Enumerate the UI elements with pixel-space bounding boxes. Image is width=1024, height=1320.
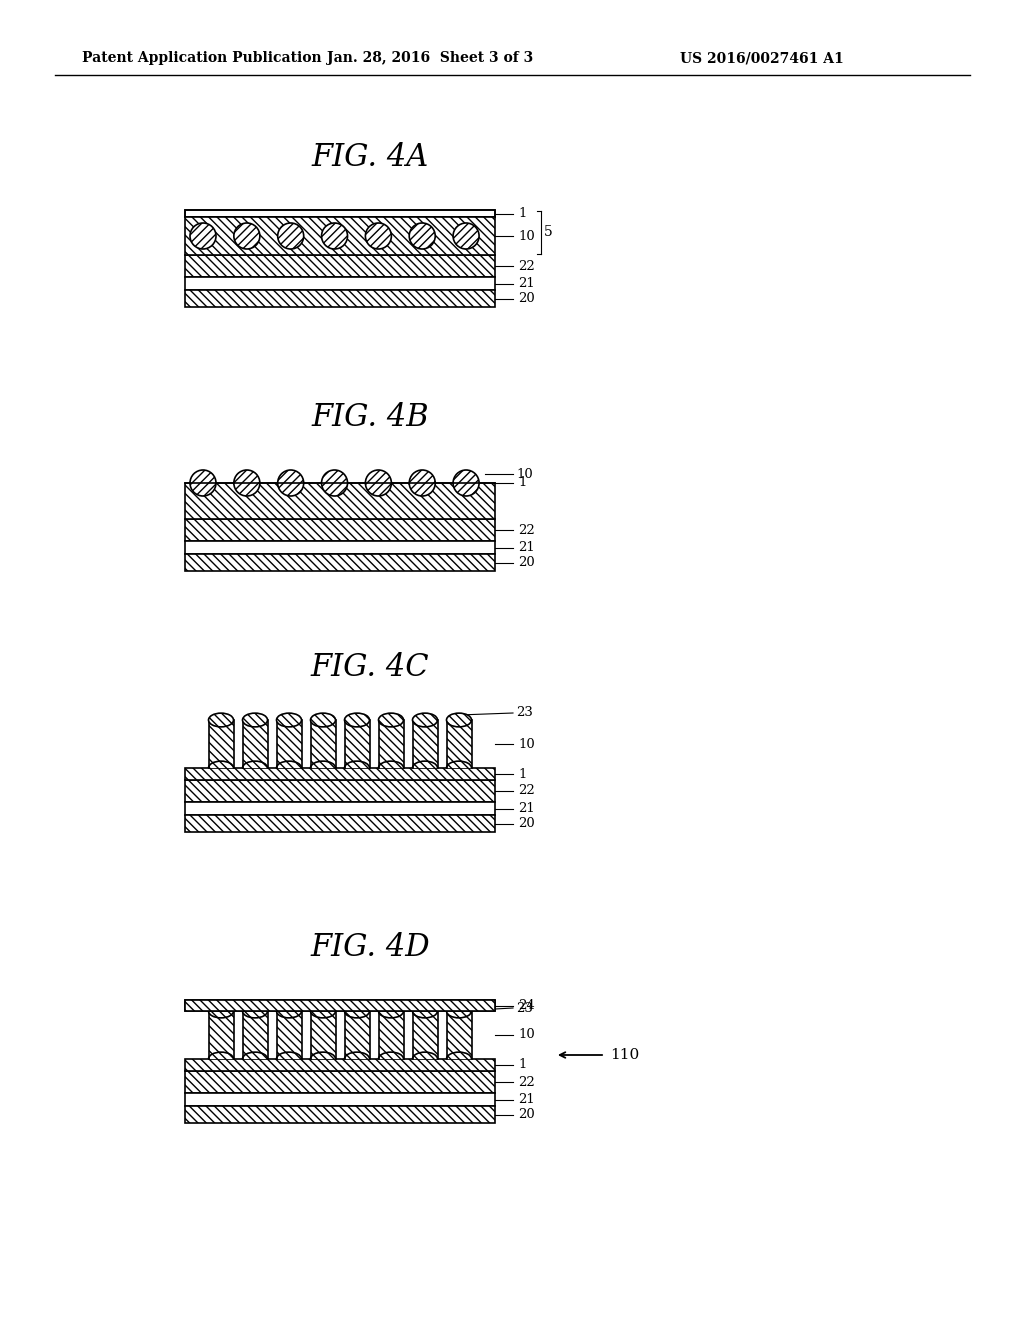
Text: 22: 22 xyxy=(518,1076,535,1089)
Text: 24: 24 xyxy=(518,999,535,1012)
Text: 10: 10 xyxy=(518,230,535,243)
Circle shape xyxy=(278,470,304,496)
Bar xyxy=(243,719,267,768)
Bar xyxy=(185,1001,495,1011)
Circle shape xyxy=(233,223,260,249)
Bar xyxy=(185,210,495,216)
Bar xyxy=(185,483,495,519)
Ellipse shape xyxy=(344,1005,370,1018)
Text: 20: 20 xyxy=(518,1107,535,1121)
Text: 10: 10 xyxy=(518,1028,535,1041)
Bar xyxy=(209,719,233,768)
Circle shape xyxy=(410,223,435,249)
Bar xyxy=(185,277,495,290)
Circle shape xyxy=(190,470,216,496)
Text: 10: 10 xyxy=(516,467,532,480)
Ellipse shape xyxy=(379,713,403,727)
Text: 22: 22 xyxy=(518,260,535,272)
Ellipse shape xyxy=(243,713,267,727)
Ellipse shape xyxy=(276,1005,301,1018)
Circle shape xyxy=(410,470,435,496)
Bar xyxy=(185,1093,495,1106)
Bar xyxy=(209,1011,233,1059)
Text: FIG. 4A: FIG. 4A xyxy=(311,143,429,173)
Text: 22: 22 xyxy=(518,784,535,797)
Ellipse shape xyxy=(310,1005,336,1018)
Circle shape xyxy=(322,470,347,496)
Text: 1: 1 xyxy=(518,767,526,780)
Circle shape xyxy=(453,223,479,249)
Bar xyxy=(185,1071,495,1093)
Text: 23: 23 xyxy=(516,1002,532,1015)
Bar xyxy=(185,255,495,277)
Bar xyxy=(379,719,403,768)
Bar xyxy=(413,719,437,768)
Ellipse shape xyxy=(446,713,471,727)
Bar xyxy=(185,554,495,572)
Bar xyxy=(185,519,495,541)
Ellipse shape xyxy=(379,1005,403,1018)
Bar xyxy=(413,1011,437,1059)
Text: 21: 21 xyxy=(518,277,535,290)
Bar xyxy=(185,768,495,780)
Text: US 2016/0027461 A1: US 2016/0027461 A1 xyxy=(680,51,844,65)
Bar xyxy=(446,719,471,768)
Text: 20: 20 xyxy=(518,556,535,569)
Text: FIG. 4C: FIG. 4C xyxy=(310,652,429,682)
Ellipse shape xyxy=(209,713,233,727)
Bar xyxy=(185,1106,495,1123)
Bar xyxy=(243,1011,267,1059)
Circle shape xyxy=(278,223,304,249)
Text: 21: 21 xyxy=(518,541,535,554)
Bar xyxy=(185,1059,495,1071)
Ellipse shape xyxy=(413,713,437,727)
Text: FIG. 4B: FIG. 4B xyxy=(311,403,429,433)
Bar xyxy=(185,1001,495,1011)
Ellipse shape xyxy=(446,1005,471,1018)
Circle shape xyxy=(322,223,347,249)
Ellipse shape xyxy=(413,1005,437,1018)
Ellipse shape xyxy=(344,713,370,727)
Ellipse shape xyxy=(243,1005,267,1018)
Bar xyxy=(185,814,495,832)
Text: 10: 10 xyxy=(518,738,535,751)
Text: 1: 1 xyxy=(518,1059,526,1072)
Text: 5: 5 xyxy=(544,226,553,239)
Bar xyxy=(185,210,495,216)
Text: Patent Application Publication: Patent Application Publication xyxy=(82,51,322,65)
Ellipse shape xyxy=(209,1005,233,1018)
Text: 20: 20 xyxy=(518,817,535,830)
Text: 21: 21 xyxy=(518,1093,535,1106)
Bar xyxy=(185,541,495,554)
Text: 21: 21 xyxy=(518,803,535,814)
Bar xyxy=(185,216,495,255)
Ellipse shape xyxy=(276,713,301,727)
Bar xyxy=(276,719,301,768)
Circle shape xyxy=(233,470,260,496)
Bar xyxy=(310,1011,336,1059)
Circle shape xyxy=(366,223,391,249)
Text: FIG. 4D: FIG. 4D xyxy=(310,932,430,964)
Text: 22: 22 xyxy=(518,524,535,536)
Text: Jan. 28, 2016  Sheet 3 of 3: Jan. 28, 2016 Sheet 3 of 3 xyxy=(327,51,534,65)
Bar xyxy=(185,803,495,814)
Bar xyxy=(185,780,495,803)
Circle shape xyxy=(453,470,479,496)
Bar xyxy=(446,1011,471,1059)
Bar xyxy=(344,719,370,768)
Bar xyxy=(185,290,495,308)
Text: 20: 20 xyxy=(518,292,535,305)
Circle shape xyxy=(366,470,391,496)
Text: 23: 23 xyxy=(516,706,532,719)
Bar xyxy=(344,1011,370,1059)
Ellipse shape xyxy=(310,713,336,727)
Bar xyxy=(276,1011,301,1059)
Text: 110: 110 xyxy=(610,1048,639,1063)
Bar xyxy=(379,1011,403,1059)
Text: 1: 1 xyxy=(518,207,526,220)
Circle shape xyxy=(190,223,216,249)
Bar xyxy=(310,719,336,768)
Text: 1: 1 xyxy=(518,477,526,490)
